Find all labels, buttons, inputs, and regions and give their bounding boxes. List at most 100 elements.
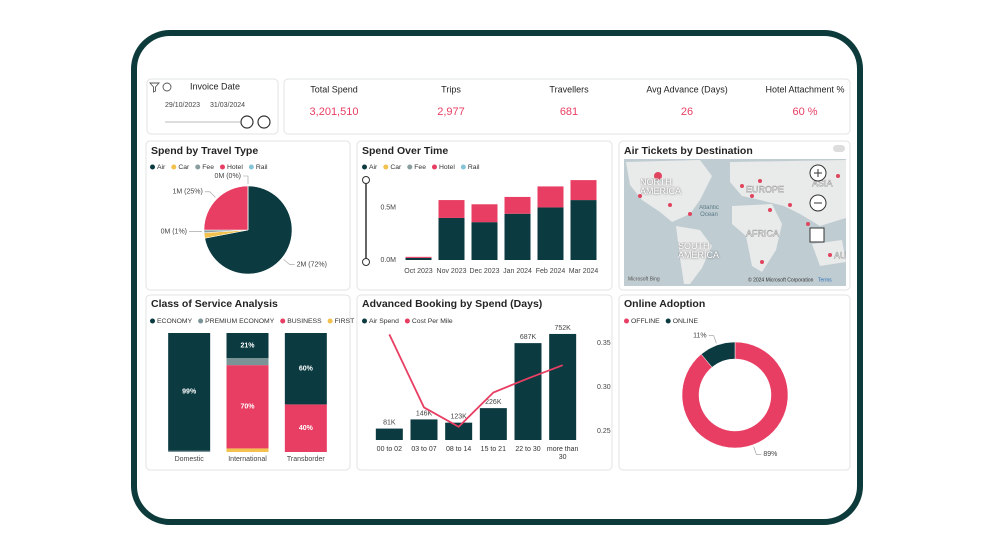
map-terms[interactable]: Terms (818, 277, 832, 283)
bar-segment (438, 200, 465, 218)
x-tick-label: 15 to 21 (480, 446, 506, 453)
legend-marker (404, 318, 410, 324)
legend-marker (383, 164, 389, 170)
kpi-label: Travellers (549, 84, 589, 94)
land (626, 160, 712, 222)
map-point[interactable] (788, 203, 792, 207)
map-point[interactable] (836, 174, 840, 178)
bar-segment (405, 257, 432, 260)
legend-label: BUSINESS (287, 318, 322, 325)
map-label: EUROPE (746, 184, 784, 194)
x-tick-label-box: 03 to 07 (411, 446, 437, 453)
slice (204, 185, 293, 275)
legend-label: Hotel (439, 164, 455, 171)
bar (410, 419, 438, 440)
bar-segment (168, 333, 211, 451)
slider-handle[interactable] (240, 115, 254, 129)
data-label: 0M (1%) (161, 229, 187, 236)
x-tick-label: Feb 2024 (536, 268, 566, 275)
legend-marker (431, 164, 437, 170)
slider-handle[interactable] (362, 258, 370, 266)
legend-label: Car (390, 164, 402, 171)
legend-label: Air (369, 164, 378, 171)
legend-label: Fee (202, 164, 214, 171)
x-tick-label: Mar 2024 (569, 268, 599, 275)
x-tick-label: International (228, 456, 267, 463)
legend-label: PREMIUM ECONOMY (205, 318, 275, 325)
map-point[interactable] (688, 212, 692, 216)
slider-handle[interactable] (257, 115, 271, 129)
kpi-label: Hotel Attachment % (765, 84, 844, 94)
toggle[interactable] (833, 145, 845, 152)
kpi-label: Trips (441, 84, 461, 94)
legend-label: OFFLINE (631, 318, 660, 325)
y-tick-label: 0.5M (380, 204, 396, 211)
map-title: Air Tickets by Destination (624, 145, 753, 157)
legend-label: Car (178, 164, 190, 171)
map-point[interactable] (638, 194, 642, 198)
kpi-value: 60 % (792, 106, 817, 118)
x-tick-label-box: 22 to 30 (515, 446, 540, 453)
legend-marker (624, 318, 629, 324)
legend-marker (665, 318, 671, 324)
map-label: AFRICA (746, 228, 779, 238)
map-point[interactable] (768, 208, 772, 212)
map-point[interactable] (750, 194, 754, 198)
map-point[interactable] (828, 253, 832, 257)
data-label: 70% (240, 404, 255, 411)
data-label: 752K (554, 325, 571, 332)
slice (203, 185, 249, 231)
kpi-label: Total Spend (310, 84, 358, 94)
data-label: 21% (240, 342, 255, 349)
x-tick-label: Jan 2024 (503, 268, 532, 275)
date-start[interactable]: 29/10/2023 (165, 102, 200, 109)
legend-label: ONLINE (673, 318, 699, 325)
legend-label: FIRST (335, 318, 355, 325)
slider-handle[interactable] (362, 176, 370, 184)
legend-marker (198, 318, 204, 324)
leader-line (204, 191, 216, 198)
filter-icon[interactable] (149, 82, 160, 93)
legend-marker (219, 164, 225, 170)
legend-label: Cost Per Mile (412, 318, 453, 325)
legend-marker (460, 164, 466, 170)
legend-label: Fee (414, 164, 426, 171)
x-tick-label: Domestic (175, 456, 205, 463)
bar-segment (471, 204, 498, 223)
panel (618, 294, 851, 471)
map-point[interactable] (654, 172, 662, 180)
legend-label: Rail (256, 164, 268, 171)
map-point[interactable] (740, 184, 744, 188)
kpi-label: Avg Advance (Days) (646, 84, 727, 94)
map-label: ASIA (812, 178, 833, 188)
select-tool[interactable] (809, 227, 825, 243)
x-tick-label: Oct 2023 (404, 268, 433, 275)
x-tick-label: more than 30 (546, 446, 579, 461)
legend-marker (171, 164, 177, 170)
legend-label: Rail (468, 164, 480, 171)
map-points (638, 172, 840, 264)
map-point[interactable] (668, 203, 672, 207)
data-label: 81K (383, 419, 396, 426)
legend-marker (248, 164, 254, 170)
legend-label: Hotel (227, 164, 243, 171)
map-label-box: NORTH AMERICA (640, 178, 681, 196)
bar (375, 428, 403, 440)
chart-title: Class of Service Analysis (151, 298, 278, 310)
map-point[interactable] (758, 179, 762, 183)
map-point[interactable] (760, 260, 764, 264)
legend-marker (150, 318, 155, 324)
bar-segment (284, 404, 327, 452)
map-point[interactable] (806, 222, 810, 226)
x-tick-label-box: 15 to 21 (480, 446, 506, 453)
filter-title: Invoice Date (190, 81, 240, 91)
date-end[interactable]: 31/03/2024 (210, 102, 245, 109)
bar-segment (226, 448, 269, 452)
bar-segment (226, 333, 269, 358)
x-tick-label-box: 08 to 14 (446, 446, 471, 453)
bar (549, 333, 577, 440)
data-label: 11% (693, 333, 707, 340)
x-tick-label-box: 00 to 02 (377, 446, 402, 453)
x-tick-label: 03 to 07 (411, 446, 437, 453)
globe-icon[interactable] (162, 82, 172, 92)
